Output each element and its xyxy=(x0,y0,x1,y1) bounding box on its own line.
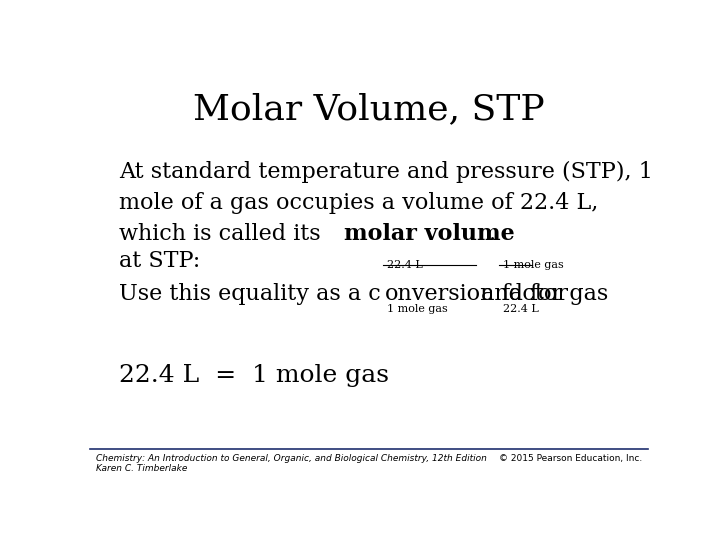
Text: onversion: onversion xyxy=(385,283,495,305)
Text: factor: factor xyxy=(501,283,568,305)
Text: Karen C. Timberlake: Karen C. Timberlake xyxy=(96,464,187,473)
Text: and: and xyxy=(474,283,530,305)
Text: for gas: for gas xyxy=(530,283,608,305)
Text: 22.4 L: 22.4 L xyxy=(387,260,423,270)
Text: Molar Volume, STP: Molar Volume, STP xyxy=(193,92,545,126)
Text: 22.4 L: 22.4 L xyxy=(503,304,539,314)
Text: 1 mole gas: 1 mole gas xyxy=(503,260,563,270)
Text: Chemistry: An Introduction to General, Organic, and Biological Chemistry, 12th E: Chemistry: An Introduction to General, O… xyxy=(96,454,487,463)
Text: which is called its: which is called its xyxy=(119,223,328,245)
Text: .: . xyxy=(489,223,496,245)
Text: Use this equality as a c: Use this equality as a c xyxy=(119,283,381,305)
Text: © 2015 Pearson Education, Inc.: © 2015 Pearson Education, Inc. xyxy=(499,454,642,463)
Text: at STP:: at STP: xyxy=(119,250,200,272)
Text: mole of a gas occupies a volume of 22.4 L,: mole of a gas occupies a volume of 22.4 … xyxy=(119,192,598,214)
Text: molar volume: molar volume xyxy=(344,223,515,245)
Text: 1 mole gas: 1 mole gas xyxy=(387,304,448,314)
Text: 22.4 L  =  1 mole gas: 22.4 L = 1 mole gas xyxy=(119,364,389,387)
Text: At standard temperature and pressure (STP), 1: At standard temperature and pressure (ST… xyxy=(119,160,653,183)
